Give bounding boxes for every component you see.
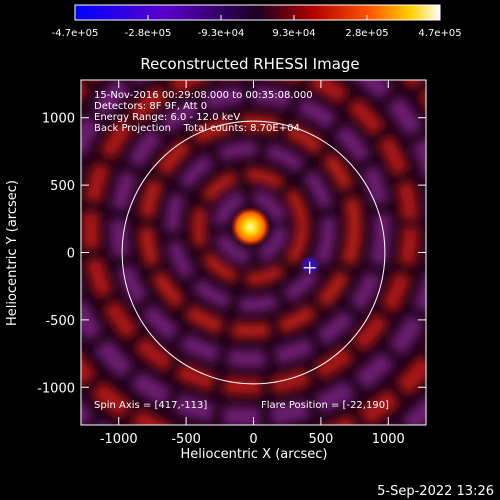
colorbar-tick-label: -4.7e+05 [52, 28, 99, 39]
colorbar-labels: -4.7e+05 -2.8e+05 -9.3e+04 9.3e+04 2.8e+05 4.… [52, 28, 462, 39]
y-tick-label: 500 [50, 179, 75, 194]
info-line-energy: Energy Range: 6.0 - 12.0 keV [94, 112, 240, 123]
info-line-time: 15-Nov-2016 00:29:08.000 to 00:35:08.000 [94, 90, 313, 101]
x-tick-label: 500 [308, 432, 333, 447]
solar-limb [121, 120, 386, 385]
x-tick-labels: -1000 -500 0 500 1000 [100, 432, 405, 447]
colorbar-tick-label: 4.7e+05 [418, 28, 461, 39]
y-tick-label: 0 [67, 247, 75, 262]
timestamp: 5-Sep-2022 13:26 [377, 484, 494, 499]
fringe-ring [164, 140, 337, 313]
fringe-ring [81, 80, 426, 425]
x-tick-label: -500 [171, 432, 201, 447]
y-axis-label: Heliocentric Y (arcsec) [5, 180, 20, 326]
flare-position-label: Flare Position = [-22,190] [261, 400, 389, 411]
info-block: 15-Nov-2016 00:29:08.000 to 00:35:08.000… [94, 90, 313, 134]
plot-image [81, 80, 426, 425]
fringe-ring [138, 114, 363, 339]
info-line-detectors: Detectors: 8F 9F, Att 0 [94, 101, 207, 112]
colorbar-tick-label: -9.3e+04 [198, 28, 245, 39]
y-tick-label: 1000 [42, 112, 75, 127]
colorbar [74, 4, 441, 21]
x-axis-ticks [118, 80, 389, 425]
fringe-ring [81, 80, 420, 396]
colorbar-ticks [74, 15, 441, 20]
colorbar-tick-label: 9.3e+04 [272, 28, 315, 39]
y-tick-labels: 1000 500 0 -500 -1000 [37, 112, 75, 397]
spin-axis-label: Spin Axis = [417,-113] [94, 400, 207, 411]
colorbar-tick-label: 2.8e+05 [345, 28, 388, 39]
fringe-ring [191, 167, 310, 286]
y-axis-ticks [81, 117, 426, 388]
info-line-method: Back Projection Total counts: 8.70E+04 [94, 123, 300, 134]
spin-axis-marker [303, 261, 316, 274]
x-axis-label: Heliocentric X (arcsec) [181, 447, 328, 462]
bright-source [230, 206, 271, 247]
x-tick-label: 1000 [372, 432, 405, 447]
y-tick-label: -1000 [37, 381, 75, 396]
fringe-ring [212, 188, 289, 265]
y-tick-label: -500 [45, 314, 75, 329]
colorbar-tick-label: -2.8e+05 [125, 28, 172, 39]
x-tick-label: -1000 [100, 432, 138, 447]
image-title: Reconstructed RHESSI Image [140, 55, 359, 73]
x-tick-label: 0 [249, 432, 257, 447]
